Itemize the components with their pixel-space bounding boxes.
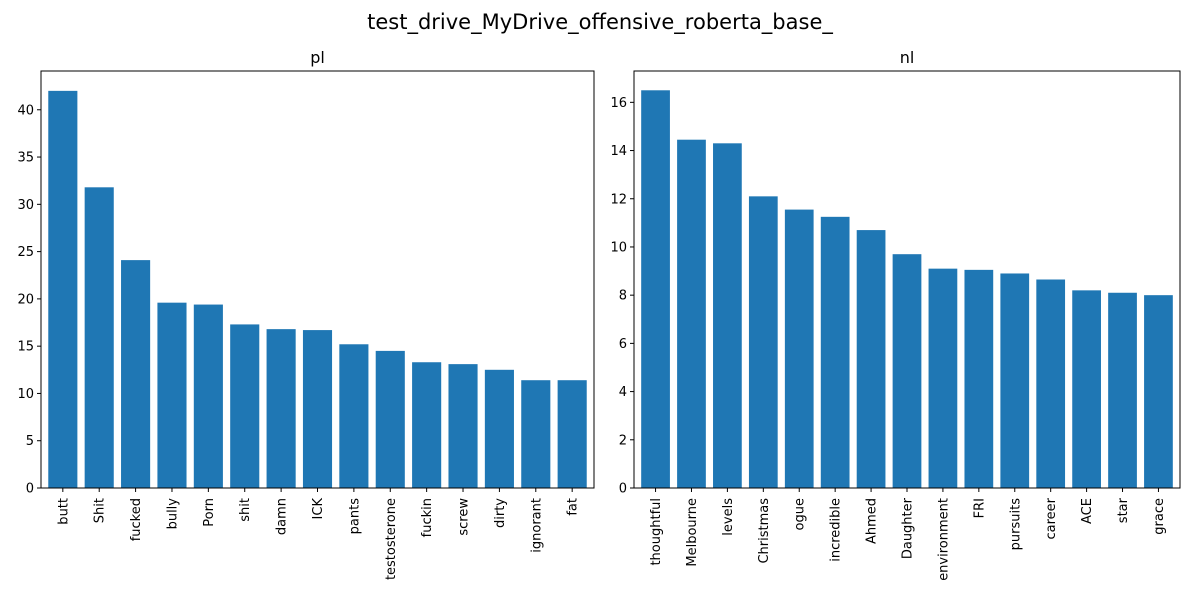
bar-ACE	[1072, 290, 1101, 488]
x-tick-label: bully	[165, 498, 180, 530]
bar-levels	[713, 143, 742, 488]
y-tick-label: 0	[26, 482, 34, 497]
x-tick-label: Porn	[202, 498, 217, 527]
bar-Shit	[84, 187, 114, 488]
x-tick-label: dirty	[493, 498, 508, 528]
y-tick-label: 0	[619, 482, 627, 497]
y-tick-label: 20	[17, 292, 34, 307]
bar-Melbourne	[677, 139, 706, 488]
y-tick-label: 14	[610, 144, 627, 159]
x-tick-label: Daughter	[901, 497, 916, 559]
y-tick-label: 40	[17, 103, 34, 118]
bar-ICK	[302, 330, 333, 488]
y-tick-label: 15	[17, 340, 34, 355]
x-tick-label: thoughtful	[649, 498, 664, 566]
y-tick-label: 25	[17, 245, 34, 260]
y-tick-label: 8	[619, 289, 627, 304]
bar-bully	[157, 302, 187, 488]
bar-career	[1036, 279, 1066, 488]
x-tick-label: star	[1116, 497, 1131, 523]
bar-FRI	[964, 269, 994, 488]
y-tick-label: 6	[619, 337, 627, 352]
bar-Daughter	[892, 254, 922, 488]
bar-star	[1108, 292, 1137, 488]
x-tick-label: incredible	[829, 498, 844, 562]
bar-fucked	[121, 260, 151, 488]
bar-grace	[1144, 295, 1173, 488]
x-tick-label: pursuits	[1008, 498, 1023, 551]
bar-ignorant	[521, 380, 551, 488]
y-tick-label: 5	[26, 434, 34, 449]
y-tick-label: 16	[610, 96, 627, 111]
figure-title: test_drive_MyDrive_offensive_roberta_bas…	[367, 10, 833, 35]
x-tick-label: ogue	[793, 498, 808, 530]
x-tick-label: Shit	[93, 498, 108, 523]
x-tick-label: Ahmed	[865, 498, 880, 544]
x-tick-label: testosterone	[384, 498, 399, 580]
y-tick-label: 10	[17, 387, 34, 402]
bar-environment	[928, 268, 958, 488]
x-tick-label: pants	[347, 498, 362, 535]
x-tick-label: screw	[457, 498, 472, 536]
chart-panel-pl: pl 0 5 10 15 20 25 30 35 40 butt Shit fucked bully Por…	[17, 48, 595, 580]
x-tick-label: environment	[936, 498, 951, 581]
x-tick-label: levels	[721, 498, 736, 536]
bar-thoughtful	[641, 90, 670, 488]
bar-testosterone	[375, 350, 405, 488]
bar-Ahmed	[856, 230, 886, 488]
bar-screw	[448, 364, 478, 488]
y-tick-label: 2	[619, 433, 627, 448]
bar-incredible	[820, 216, 850, 489]
y-tick-label: 35	[17, 151, 34, 166]
x-tick-label: shit	[238, 498, 253, 522]
y-tick-label: 10	[610, 240, 627, 255]
y-tick-label: 30	[17, 198, 34, 213]
bar-Christmas	[748, 196, 778, 488]
bar-shit	[230, 324, 260, 488]
x-tick-label: damn	[275, 498, 290, 535]
x-tick-label: grace	[1152, 498, 1167, 535]
x-tick-label: career	[1044, 497, 1059, 539]
bar-pants	[339, 344, 369, 488]
x-tick-label: fuckin	[420, 498, 435, 537]
y-tick-label: 4	[619, 385, 627, 400]
bar-butt	[48, 90, 78, 488]
chart-panel-nl: nl 0 2 4 6 8 10 12 14 16 thoughtful Melbourne levels…	[610, 48, 1181, 581]
x-tick-label: fat	[566, 498, 581, 516]
x-tick-label: ACE	[1080, 498, 1095, 524]
y-tick-label: 12	[610, 192, 627, 207]
bar-damn	[266, 329, 296, 488]
x-tick-label: fucked	[129, 498, 144, 541]
panel-title: pl	[310, 48, 325, 67]
bar-fat	[557, 380, 587, 488]
x-tick-label: FRI	[972, 498, 987, 518]
bar-ogue	[784, 209, 814, 488]
panel-title: nl	[900, 48, 915, 67]
bar-pursuits	[1000, 273, 1030, 488]
x-tick-label: ICK	[311, 498, 326, 520]
x-tick-label: ignorant	[529, 498, 544, 553]
bar-fuckin	[412, 362, 442, 488]
x-tick-label: Christmas	[757, 498, 772, 564]
bar-Porn	[193, 304, 223, 488]
bar-dirty	[484, 369, 514, 488]
x-tick-label: butt	[56, 498, 71, 525]
x-tick-label: Melbourne	[685, 498, 700, 567]
